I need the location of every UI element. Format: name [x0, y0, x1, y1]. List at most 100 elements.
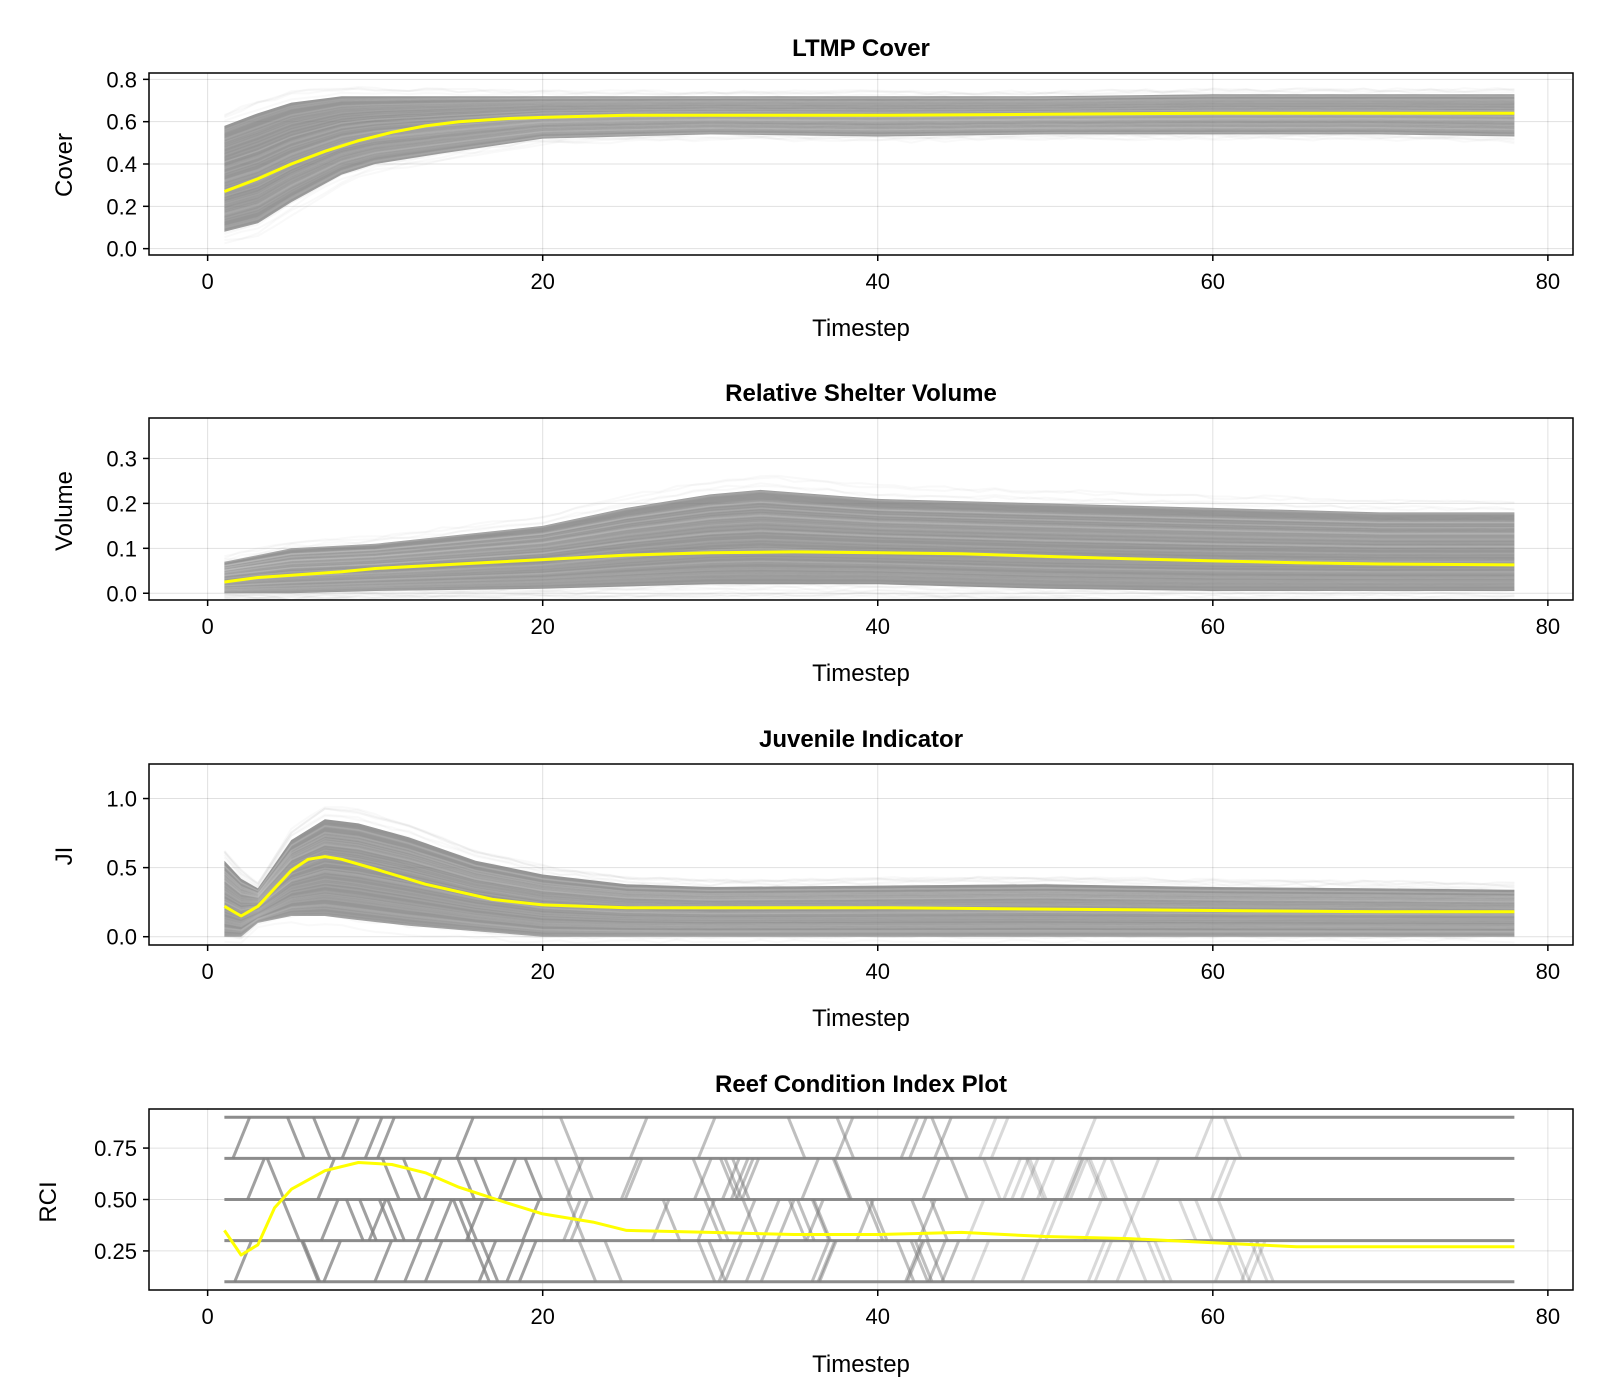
- ensemble-trajectory: [224, 869, 1515, 916]
- ensemble-band: [224, 489, 1515, 594]
- x-tick-label: 0: [202, 614, 214, 639]
- rci-transition: [1025, 1157, 1045, 1201]
- ensemble-halo-line: [224, 587, 1515, 599]
- panel-reef-condition-index: Reef Condition Index Plot Timestep RCI 0…: [35, 1071, 1574, 1378]
- ensemble-trajectory: [224, 871, 1515, 917]
- ensemble-trajectory: [224, 882, 1515, 922]
- ensemble-trajectory: [224, 132, 1515, 229]
- rci-transition: [1209, 1157, 1230, 1201]
- ensemble-trajectory: [224, 530, 1515, 577]
- rci-transition: [1249, 1240, 1269, 1283]
- rci-transition: [833, 1157, 853, 1201]
- ensemble-trajectory: [224, 124, 1515, 210]
- rci-transition: [1115, 1240, 1135, 1283]
- ensemble-trajectory: [224, 500, 1515, 567]
- rci-transition: [286, 1116, 306, 1159]
- ensemble-trajectory: [224, 525, 1515, 575]
- rci-transition: [1239, 1240, 1260, 1283]
- x-tick-label: 40: [866, 614, 890, 639]
- ensemble-trajectory: [224, 124, 1515, 208]
- panel-juvenile-indicator: Juvenile Indicator Timestep JI 0 20 40 60 80…: [51, 726, 1574, 1032]
- ensemble-trajectory: [223, 826, 1515, 895]
- ensemble-trajectory: [224, 114, 1515, 182]
- ensemble-trajectory: [224, 520, 1515, 574]
- rci-transition: [735, 1157, 755, 1201]
- ensemble-trajectory: [224, 491, 1515, 564]
- ensemble-trajectory: [224, 507, 1515, 569]
- ensemble-trajectory: [224, 101, 1515, 149]
- ensemble-trajectory: [223, 842, 1515, 902]
- rci-transition: [1216, 1198, 1237, 1242]
- rci-transition: [479, 1240, 500, 1283]
- ensemble-halo-line: [224, 589, 1515, 600]
- rci-transition: [1255, 1240, 1275, 1283]
- ensemble-trajectory: [224, 114, 1515, 183]
- rci-transition: [723, 1240, 744, 1283]
- ensemble-halo-line: [224, 591, 1515, 600]
- ensemble-trajectory: [224, 98, 1515, 141]
- rci-transition: [345, 1198, 365, 1242]
- ensemble-trajectory: [224, 890, 1515, 926]
- ensemble-trajectory: [223, 851, 1515, 907]
- ensemble-trajectory: [224, 125, 1515, 212]
- ensemble-halo-line: [224, 594, 1432, 600]
- ensemble-trajectory: [224, 545, 1515, 582]
- rci-transition: [1177, 1198, 1198, 1242]
- ensemble-halo-line: [224, 474, 1515, 560]
- ensemble-trajectory: [224, 575, 1515, 592]
- ensemble-trajectory: [224, 526, 1515, 575]
- rci-transition: [1146, 1240, 1166, 1283]
- ensemble-trajectory: [224, 116, 1515, 188]
- ensemble-trajectory: [224, 529, 1515, 576]
- ensemble-trajectory: [224, 553, 1515, 585]
- ensemble-trajectory: [224, 533, 1515, 578]
- y-tick-label: 0.0: [106, 581, 137, 606]
- mean-series-line: [223, 855, 1515, 918]
- ensemble-trajectory: [224, 109, 1515, 170]
- y-tick-label: 1.0: [106, 787, 137, 812]
- x-tick-label: 40: [866, 269, 890, 294]
- rci-transition: [233, 1240, 253, 1283]
- ensemble-halo-line: [223, 85, 1515, 117]
- ensemble-trajectory: [224, 521, 1515, 574]
- rci-transition: [940, 1240, 961, 1283]
- ensemble-trajectory: [224, 566, 1515, 589]
- rci-transition: [977, 1116, 998, 1159]
- ensemble-trajectory: [224, 122, 1515, 205]
- ensemble-halo-line: [223, 814, 1515, 890]
- ensemble-trajectory: [224, 514, 1515, 571]
- rci-transition: [523, 1157, 544, 1201]
- rci-transition: [927, 1240, 947, 1283]
- ensemble-trajectory: [224, 898, 1515, 930]
- ensemble-trajectory: [224, 99, 1515, 144]
- rci-transition: [1217, 1157, 1237, 1201]
- ensemble-trajectory: [223, 832, 1515, 898]
- ensemble-trajectory: [224, 501, 1515, 567]
- ensemble-trajectory: [223, 837, 1515, 900]
- ensemble-trajectory: [224, 501, 1515, 567]
- ensemble-trajectory: [223, 835, 1515, 899]
- y-tick-label: 0.1: [106, 536, 137, 561]
- ensemble-trajectory: [224, 914, 1515, 938]
- rci-transition: [1035, 1157, 1056, 1201]
- ensemble-trajectory: [224, 530, 1515, 577]
- ensemble-trajectory: [224, 571, 1515, 590]
- rci-transition: [899, 1116, 920, 1159]
- rci-transition: [316, 1157, 336, 1201]
- rci-transition: [1010, 1157, 1030, 1201]
- rci-transition: [921, 1157, 941, 1201]
- rci-transition: [401, 1157, 422, 1201]
- ensemble-trajectory: [224, 514, 1515, 572]
- ensemble-trajectory: [224, 126, 1515, 216]
- rci-transition: [1020, 1240, 1040, 1283]
- ensemble-halo-line: [224, 476, 1515, 558]
- x-tick-label: 60: [1201, 614, 1225, 639]
- rci-transition: [691, 1157, 712, 1201]
- ensemble-trajectory: [224, 128, 1515, 220]
- ensemble-halo-line: [224, 482, 1515, 563]
- ensemble-trajectory: [224, 510, 1515, 570]
- mean-series-line: [223, 1161, 1515, 1257]
- ensemble-halo-line: [223, 813, 1515, 890]
- ensemble-trajectory: [224, 870, 1515, 916]
